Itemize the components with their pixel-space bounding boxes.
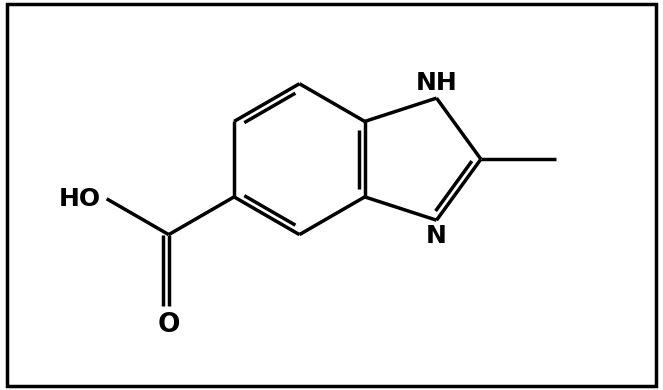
Text: N: N (426, 223, 447, 248)
Text: NH: NH (416, 71, 457, 95)
Text: O: O (158, 312, 180, 338)
Text: HO: HO (59, 187, 101, 211)
